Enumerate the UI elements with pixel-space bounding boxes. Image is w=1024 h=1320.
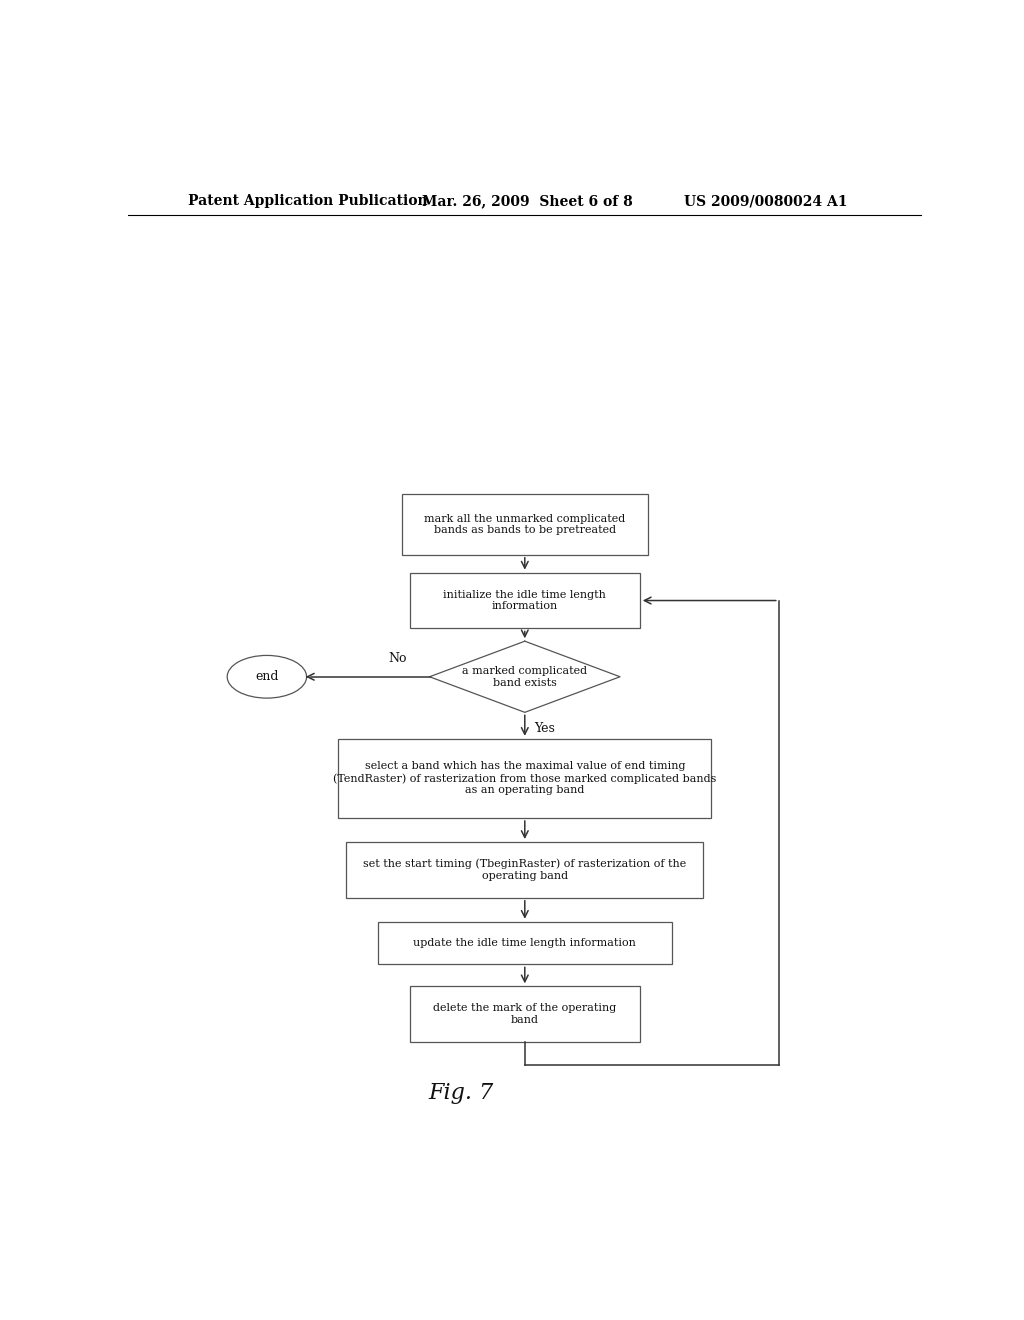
FancyBboxPatch shape bbox=[338, 739, 712, 818]
Text: update the idle time length information: update the idle time length information bbox=[414, 939, 636, 948]
FancyBboxPatch shape bbox=[410, 986, 640, 1043]
Text: set the start timing (TbeginRaster) of rasterization of the
operating band: set the start timing (TbeginRaster) of r… bbox=[364, 859, 686, 880]
FancyBboxPatch shape bbox=[410, 573, 640, 628]
Text: initialize the idle time length
information: initialize the idle time length informat… bbox=[443, 590, 606, 611]
Text: Fig. 7: Fig. 7 bbox=[429, 1082, 494, 1105]
Text: No: No bbox=[388, 652, 408, 665]
Text: end: end bbox=[255, 671, 279, 684]
Text: delete the mark of the operating
band: delete the mark of the operating band bbox=[433, 1003, 616, 1026]
Text: US 2009/0080024 A1: US 2009/0080024 A1 bbox=[684, 194, 847, 209]
Text: mark all the unmarked complicated
bands as bands to be pretreated: mark all the unmarked complicated bands … bbox=[424, 513, 626, 535]
FancyBboxPatch shape bbox=[401, 494, 648, 554]
Text: a marked complicated
band exists: a marked complicated band exists bbox=[462, 667, 588, 688]
Ellipse shape bbox=[227, 656, 306, 698]
FancyBboxPatch shape bbox=[346, 842, 703, 898]
FancyBboxPatch shape bbox=[378, 921, 672, 965]
Text: select a band which has the maximal value of end timing
(TendRaster) of rasteriz: select a band which has the maximal valu… bbox=[333, 762, 717, 796]
Text: Yes: Yes bbox=[535, 722, 555, 735]
Text: Patent Application Publication: Patent Application Publication bbox=[187, 194, 427, 209]
Text: Mar. 26, 2009  Sheet 6 of 8: Mar. 26, 2009 Sheet 6 of 8 bbox=[422, 194, 633, 209]
